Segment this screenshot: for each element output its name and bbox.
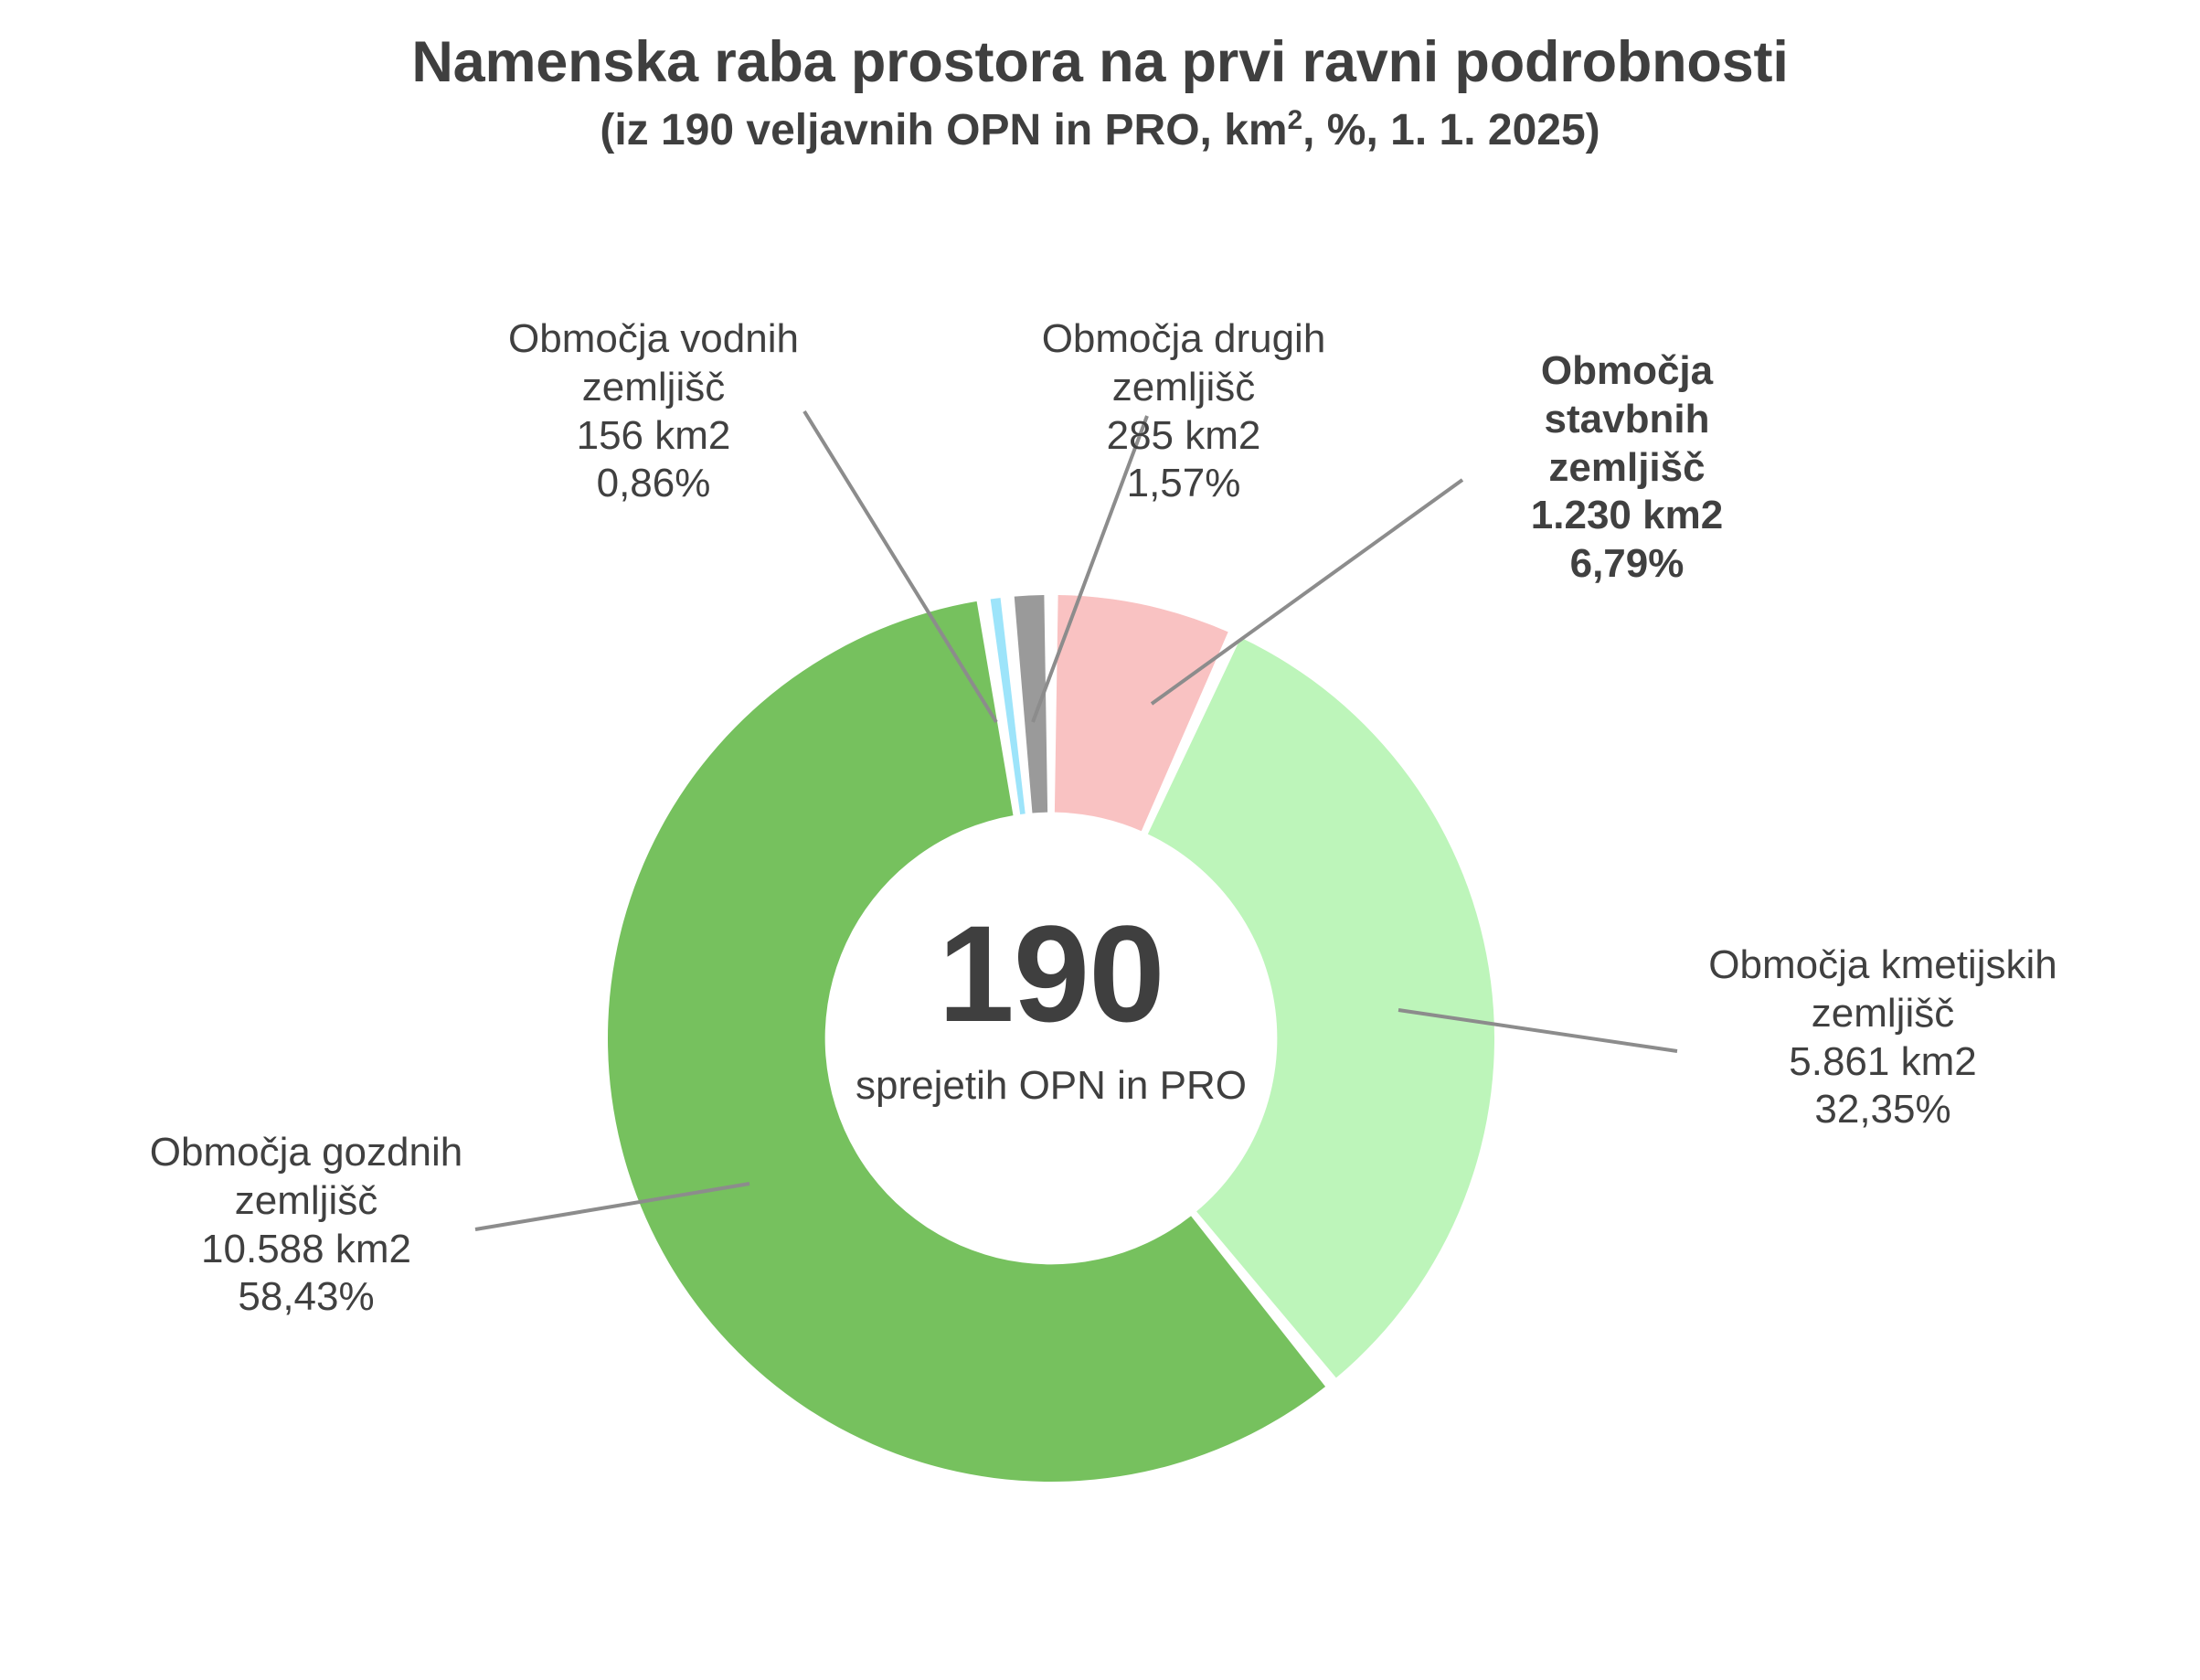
slice-label-building-name2: stavbnih xyxy=(1544,396,1710,441)
leader-line-water xyxy=(802,409,998,724)
donut-slice[interactable] xyxy=(608,601,1326,1482)
chart-title: Namenska raba prostora na prvi ravni pod… xyxy=(411,30,1789,94)
donut-slice[interactable] xyxy=(1147,637,1494,1378)
slice-label-water-name2: zemljišč xyxy=(581,364,726,409)
slice-label-building-name1: Območja xyxy=(1540,348,1714,393)
slice-label-other-area: 285 km2 xyxy=(1106,412,1261,458)
chart-subtitle-superscript: 2 xyxy=(1287,105,1303,136)
chart-subtitle-suffix: , %, 1. 1. 2025) xyxy=(1302,106,1600,155)
leader-line-building xyxy=(1150,478,1464,706)
slice-label-building-name3: zemljišč xyxy=(1548,444,1706,490)
slice-label-forest-name1: Območja gozdnih xyxy=(149,1130,463,1175)
leader-line-forest xyxy=(474,1182,750,1231)
slice-label-agri-pct: 32,35% xyxy=(1814,1087,1951,1132)
slice-label-forest: Območja gozdnih zemljišč 10.588 km2 58,4… xyxy=(128,1129,484,1322)
slice-label-agri-area: 5.861 km2 xyxy=(1789,1038,1977,1084)
slice-label-other: Območja drugih zemljišč 285 km2 1,57% xyxy=(1024,315,1344,508)
slice-label-water-name1: Območja vodnih xyxy=(508,316,799,361)
donut-slices xyxy=(608,595,1494,1482)
leader-lines xyxy=(474,409,1678,1231)
slice-label-agri-name1: Območja kmetijskih xyxy=(1708,942,2057,987)
leader-line-other xyxy=(1031,415,1149,723)
slice-label-forest-pct: 58,43% xyxy=(238,1274,375,1320)
chart-subtitle: (iz 190 veljavnih OPN in PRO, km2, %, 1.… xyxy=(0,104,2200,157)
donut-slice[interactable] xyxy=(1014,595,1048,813)
leader-line-agri xyxy=(1398,1008,1678,1053)
chart-subtitle-prefix: (iz 190 veljavnih OPN in PRO, km xyxy=(600,106,1288,155)
slice-label-other-pct: 1,57% xyxy=(1126,461,1241,506)
slice-label-water: Območja vodnih zemljišč 156 km2 0,86% xyxy=(494,315,813,508)
slice-label-water-area: 156 km2 xyxy=(576,412,731,458)
slice-label-building-area: 1.230 km2 xyxy=(1530,493,1724,538)
slice-label-agri-name2: zemljišč xyxy=(1811,990,1955,1036)
slice-label-other-name2: zemljišč xyxy=(1111,364,1256,409)
slice-label-water-pct: 0,86% xyxy=(596,461,711,506)
slice-label-other-name1: Območja drugih xyxy=(1041,316,1326,361)
slice-label-forest-area: 10.588 km2 xyxy=(201,1226,411,1271)
chart-title-block: Namenska raba prostora na prvi ravni pod… xyxy=(0,31,2200,157)
slice-label-forest-name2: zemljišč xyxy=(234,1177,378,1223)
slice-label-agri: Območja kmetijskih zemljišč 5.861 km2 32… xyxy=(1686,941,2079,1134)
donut-slice[interactable] xyxy=(1054,595,1228,832)
slice-label-building: Območja stavbnih zemljišč 1.230 km2 6,79… xyxy=(1499,347,1755,589)
slice-label-building-pct: 6,79% xyxy=(1569,541,1685,587)
donut-slice[interactable] xyxy=(990,598,1026,814)
